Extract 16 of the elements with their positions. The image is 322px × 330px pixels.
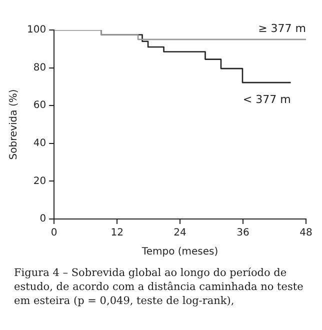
y-tick-label: 40 [33,138,46,149]
x-tick-label: 0 [50,228,58,239]
y-tick-label: 100 [26,24,46,36]
y-tick-label: 80 [33,62,46,74]
x-tick-label: 48 [300,228,312,239]
x-tick-label: 12 [110,228,124,239]
y-tick-label: 0 [40,214,46,225]
series-label: ≥ 377 m [258,22,306,35]
x-tick-label: 24 [174,228,186,239]
y-tick-label: 60 [33,100,46,112]
y-tick-label: 20 [33,176,46,187]
text: Figura 4 – Sobrevida global ao longo do período de estudo, de acordo com a distância caminhada no teste em esteira (p = 0,049, teste de log-rank), [14,266,304,308]
series-label: < 377 m [242,92,291,106]
y-axis-title: Sobrevida (%) [8,89,20,160]
x-axis-title: Tempo (meses) [140,246,218,258]
x-tick-label: 36 [236,228,250,239]
